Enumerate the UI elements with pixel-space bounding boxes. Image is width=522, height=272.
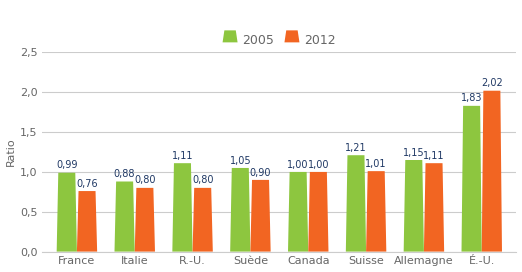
Text: 1,83: 1,83: [461, 94, 482, 103]
Text: 1,15: 1,15: [403, 148, 424, 157]
Polygon shape: [193, 188, 213, 252]
Polygon shape: [404, 160, 424, 252]
Text: 0,80: 0,80: [192, 175, 213, 186]
Polygon shape: [461, 106, 482, 252]
Text: 1,00: 1,00: [307, 160, 329, 169]
Polygon shape: [57, 173, 77, 252]
Polygon shape: [366, 171, 386, 252]
Text: 1,01: 1,01: [365, 159, 387, 169]
Polygon shape: [346, 155, 366, 252]
Legend: 2005, 2012: 2005, 2012: [218, 29, 341, 52]
Text: 0,76: 0,76: [76, 179, 98, 189]
Polygon shape: [172, 163, 193, 252]
Polygon shape: [114, 181, 135, 252]
Polygon shape: [309, 172, 328, 252]
Polygon shape: [230, 168, 251, 252]
Text: 0,90: 0,90: [250, 168, 271, 178]
Text: 1,11: 1,11: [172, 151, 193, 161]
Polygon shape: [288, 172, 309, 252]
Polygon shape: [482, 91, 502, 252]
Polygon shape: [251, 180, 270, 252]
Text: 0,99: 0,99: [56, 160, 78, 170]
Text: 1,11: 1,11: [423, 151, 445, 161]
Text: 1,00: 1,00: [288, 160, 309, 169]
Text: 1,05: 1,05: [230, 156, 251, 166]
Polygon shape: [135, 188, 155, 252]
Text: 1,21: 1,21: [345, 143, 367, 153]
Text: 0,88: 0,88: [114, 169, 135, 179]
Text: 2,02: 2,02: [481, 78, 503, 88]
Polygon shape: [77, 191, 97, 252]
Polygon shape: [424, 163, 444, 252]
Text: 0,80: 0,80: [134, 175, 156, 186]
Y-axis label: Ratio: Ratio: [6, 138, 16, 166]
